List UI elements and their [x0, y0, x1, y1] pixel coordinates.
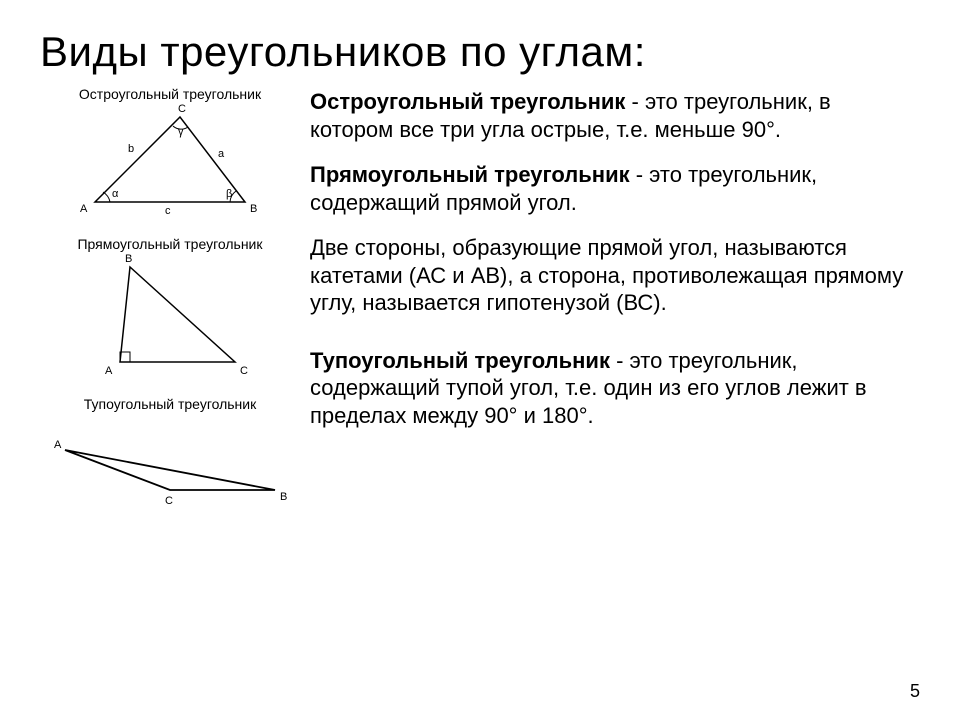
figure-obtuse-caption: Тупоугольный треугольник	[40, 396, 300, 412]
label-A: A	[80, 203, 88, 215]
label-angle-beta: β	[226, 188, 232, 200]
para-right-bold: Прямоугольный треугольник	[310, 162, 630, 187]
label-right-A: A	[105, 365, 113, 377]
label-side-c: c	[165, 205, 171, 217]
right-triangle-svg: A B C	[70, 252, 270, 382]
label-obtuse-C: C	[165, 495, 173, 507]
text-column: Остроугольный треугольник - это треуголь…	[300, 86, 920, 510]
label-angle-gamma: γ	[178, 126, 184, 138]
para-acute-bold: Остроугольный треугольник	[310, 89, 625, 114]
figure-right: Прямоугольный треугольник A B C	[40, 236, 300, 382]
page-title: Виды треугольников по углам:	[40, 28, 920, 76]
para-right: Прямоугольный треугольник - это треуголь…	[310, 161, 920, 216]
para-right-extra-text: Две стороны, образующие прямой угол, наз…	[310, 235, 903, 315]
label-side-b: b	[128, 143, 134, 155]
figure-right-caption: Прямоугольный треугольник	[40, 236, 300, 252]
label-B: B	[250, 203, 257, 215]
label-obtuse-A: A	[54, 439, 62, 451]
label-angle-alpha: α	[112, 188, 119, 200]
para-right-extra: Две стороны, образующие прямой угол, наз…	[310, 234, 920, 317]
content-row: Остроугольный треугольник A B C a b c	[40, 86, 920, 510]
right-polygon	[120, 267, 235, 362]
para-acute: Остроугольный треугольник - это треуголь…	[310, 88, 920, 143]
obtuse-triangle-svg: A B C	[50, 430, 290, 510]
page-number: 5	[910, 681, 920, 702]
label-C: C	[178, 103, 186, 115]
para-obtuse: Тупоугольный треугольник - это треугольн…	[310, 347, 920, 430]
label-side-a: a	[218, 148, 225, 160]
slide: Виды треугольников по углам: Остроугольн…	[0, 0, 960, 720]
label-right-B: B	[125, 253, 132, 265]
figures-column: Остроугольный треугольник A B C a b c	[40, 86, 300, 510]
figure-acute: Остроугольный треугольник A B C a b c	[40, 86, 300, 222]
label-obtuse-B: B	[280, 491, 287, 503]
figure-acute-caption: Остроугольный треугольник	[40, 86, 300, 102]
para-obtuse-bold: Тупоугольный треугольник	[310, 348, 610, 373]
obtuse-polygon	[65, 450, 275, 490]
acute-triangle-svg: A B C a b c α β γ	[70, 102, 270, 222]
label-right-C: C	[240, 365, 248, 377]
figure-obtuse: Тупоугольный треугольник A B C	[40, 396, 300, 510]
